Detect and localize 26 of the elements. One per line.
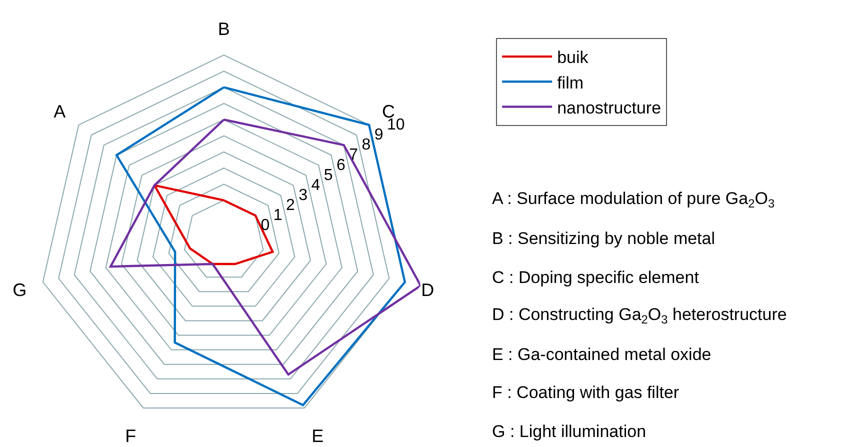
y-tick-label: 4	[311, 176, 320, 194]
text: A : Surface modulation of pure Ga$_{2}$O$_{3}$	[492, 189, 775, 211]
y-tick-label: 9	[374, 126, 384, 144]
y-tick-label: 3	[298, 186, 308, 204]
legend-label: buik	[557, 48, 589, 68]
spoke-label: B	[218, 18, 230, 39]
text: D : Constructing Ga$_{2}$O$_{3}$ heterostructure	[492, 305, 787, 327]
y-tick-label: 7	[349, 146, 358, 164]
y-tick-label: 5	[324, 166, 333, 184]
legend-label: nanostructure	[557, 98, 662, 118]
text: G : Light illumination	[492, 422, 646, 441]
spoke-label: G	[12, 280, 27, 300]
y-tick-label: 2	[286, 197, 295, 214]
y-tick-label: 8	[362, 136, 371, 154]
y-tick-label: 6	[336, 156, 346, 174]
spoke-label: D	[421, 280, 434, 300]
y-tick-label: 1	[273, 207, 282, 224]
spoke-label: E	[312, 426, 324, 446]
spoke-label: A	[54, 101, 66, 122]
text: E : Ga-contained metal oxide	[492, 345, 712, 364]
legend-label: film	[557, 73, 584, 92]
text: C : Doping specific element	[492, 268, 700, 287]
spoke-label: F	[125, 426, 136, 446]
text: F : Coating with gas filter	[492, 383, 680, 402]
text: B : Sensitizing by noble metal	[492, 229, 716, 248]
y-tick-label: 0	[260, 217, 270, 234]
